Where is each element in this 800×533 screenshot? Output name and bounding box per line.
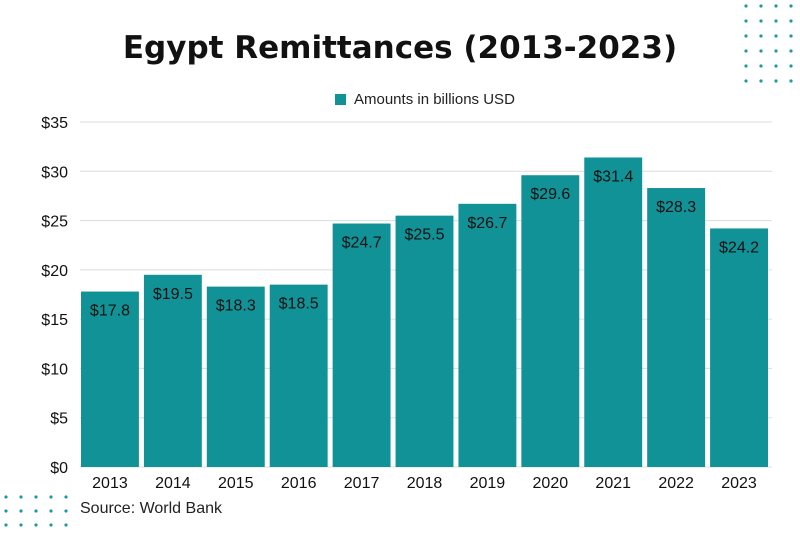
decor-dot [49, 523, 53, 527]
decor-dot [744, 19, 748, 23]
legend-swatch [335, 94, 346, 105]
decor-dot [789, 19, 793, 23]
bars [81, 157, 768, 468]
decor-dot [64, 495, 68, 499]
x-tick-label: 2017 [344, 475, 380, 492]
data-label: $18.3 [216, 298, 256, 315]
bar [269, 284, 328, 467]
source-note: Source: World Bank [80, 500, 223, 517]
decor-dot [759, 4, 763, 8]
x-tick-label: 2022 [658, 475, 694, 492]
data-label: $24.2 [719, 239, 759, 256]
y-tick-label: $15 [41, 312, 68, 329]
decor-dot [49, 509, 53, 513]
decor-dot [789, 34, 793, 38]
x-tick-label: 2021 [595, 475, 631, 492]
decor-dot [744, 79, 748, 83]
y-tick-label: $25 [41, 214, 68, 231]
y-tick-label: $10 [41, 361, 68, 378]
bar [332, 223, 391, 467]
data-label: $29.6 [530, 186, 570, 203]
x-tick-label: 2018 [407, 475, 443, 492]
chart-title: Egypt Remittances (2013-2023) [123, 30, 677, 66]
decor-dot [789, 79, 793, 83]
decor-dot [759, 19, 763, 23]
y-tick-label: $0 [50, 460, 68, 477]
decor-dot [789, 49, 793, 53]
decor-dot [744, 4, 748, 8]
x-tick-label: 2015 [218, 475, 254, 492]
legend-label: Amounts in billions USD [354, 91, 515, 108]
legend: Amounts in billions USD [335, 91, 515, 108]
x-tick-label: 2016 [281, 475, 317, 492]
y-tick-label: $35 [41, 115, 68, 132]
decor-dot [34, 509, 38, 513]
data-labels: $17.8 $19.5 $18.3 $18.5 $24.7 $25.5 $26.7 $29.6… [90, 168, 759, 319]
decor-dot [64, 523, 68, 527]
bar [458, 203, 517, 468]
decor-dot [759, 49, 763, 53]
decor-dot [774, 79, 778, 83]
data-label: $24.7 [342, 235, 382, 252]
x-tick-label: 2014 [155, 475, 191, 492]
data-label: $28.3 [656, 199, 696, 216]
bar [81, 291, 139, 467]
bar [143, 274, 202, 467]
dot-pattern-bottom-left [4, 495, 68, 527]
data-label: $25.5 [404, 227, 444, 244]
bar [710, 228, 768, 467]
y-axis: $0 $5 $10 $15 $20 $25 $30 $35 [41, 115, 68, 477]
decor-dot [789, 4, 793, 8]
decor-dot [4, 509, 8, 513]
decor-dot [759, 64, 763, 68]
decor-dot [774, 19, 778, 23]
bar [647, 188, 706, 468]
decor-dot [49, 495, 53, 499]
bar [584, 157, 643, 467]
decor-dot [744, 34, 748, 38]
decor-dot [774, 49, 778, 53]
data-label: $26.7 [467, 215, 507, 232]
x-tick-label: 2020 [533, 475, 569, 492]
x-tick-label: 2023 [721, 475, 757, 492]
bar [521, 175, 580, 467]
decor-dot [4, 495, 8, 499]
decor-dot [789, 64, 793, 68]
decor-dot [744, 49, 748, 53]
data-label: $17.8 [90, 303, 130, 320]
decor-dot [34, 523, 38, 527]
data-label: $19.5 [153, 286, 193, 303]
x-tick-label: 2019 [470, 475, 506, 492]
y-tick-label: $30 [41, 164, 68, 181]
decor-dot [19, 495, 23, 499]
decor-dot [774, 64, 778, 68]
decor-dot [774, 34, 778, 38]
x-tick-label: 2013 [92, 475, 128, 492]
bar [395, 215, 454, 467]
decor-dot [759, 79, 763, 83]
y-tick-label: $20 [41, 263, 68, 280]
dot-pattern-top-right [744, 4, 793, 83]
decor-dot [64, 509, 68, 513]
decor-dot [19, 523, 23, 527]
decor-dot [774, 4, 778, 8]
y-tick-label: $5 [50, 411, 68, 428]
decor-dot [34, 495, 38, 499]
decor-dot [744, 64, 748, 68]
data-label: $31.4 [593, 168, 633, 185]
decor-dot [759, 34, 763, 38]
x-axis: 2013 2014 2015 2016 2017 2018 2019 2020 2021 2022… [92, 475, 757, 492]
data-label: $18.5 [279, 296, 319, 313]
decor-dot [4, 523, 8, 527]
decor-dot [19, 509, 23, 513]
bar [206, 286, 265, 467]
